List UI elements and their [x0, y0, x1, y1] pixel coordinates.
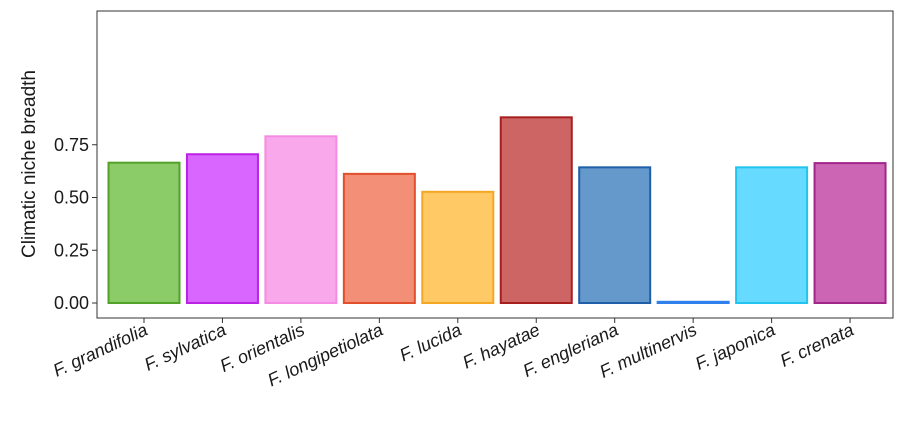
bar [578, 166, 652, 304]
y-axis: 0.00 0.25 0.50 0.75 [54, 135, 97, 313]
bar [107, 161, 181, 304]
bar [421, 190, 495, 304]
category-label: F. sylvatica [141, 319, 229, 374]
bar [735, 166, 809, 304]
bar [499, 116, 573, 304]
bar [342, 172, 416, 304]
bar [813, 162, 887, 304]
bar [656, 300, 730, 304]
y-tick-label: 0.00 [54, 293, 89, 313]
y-tick-label: 0.75 [54, 135, 89, 155]
bar [264, 135, 338, 304]
category-label: F. grandifolia [50, 319, 151, 380]
category-label: F. crenata [777, 319, 857, 370]
category-label: F. japonica [692, 319, 778, 373]
category-label: F. lucida [396, 319, 464, 365]
y-tick-label: 0.50 [54, 188, 89, 208]
y-axis-title: Climatic niche breadth [19, 70, 40, 258]
y-tick-label: 0.25 [54, 240, 89, 260]
bar [185, 153, 259, 304]
bars-group [107, 116, 887, 304]
